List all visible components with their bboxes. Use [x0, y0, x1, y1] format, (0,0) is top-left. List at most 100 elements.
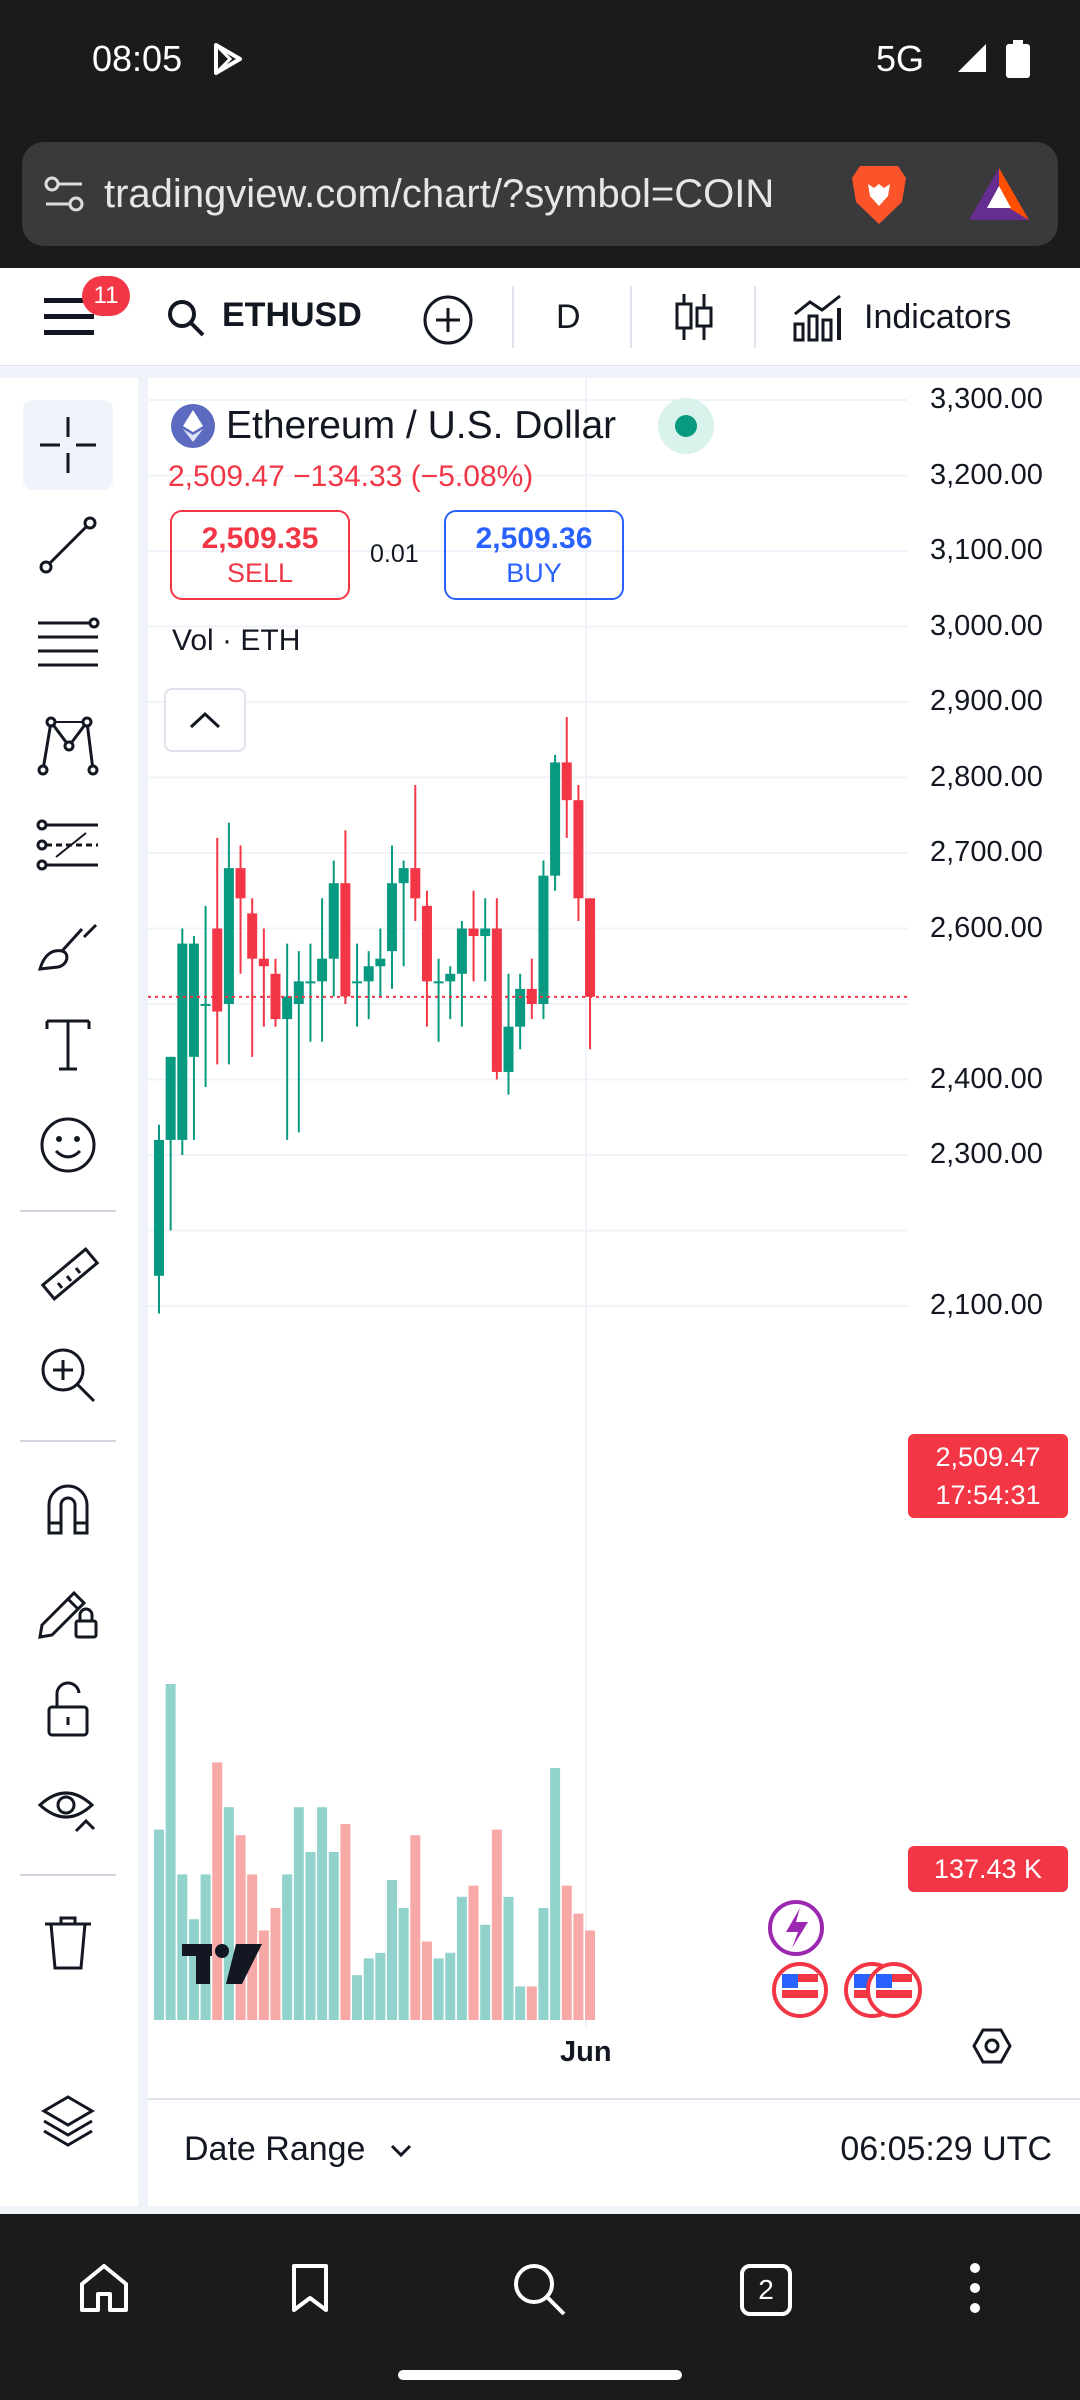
address-bar[interactable]: tradingview.com/chart/?symbol=COIN: [22, 142, 1058, 246]
sell-label: SELL: [226, 558, 294, 588]
volume-legend[interactable]: Vol · ETH: [172, 624, 301, 657]
bookmark-icon[interactable]: [290, 2262, 330, 2319]
candle-body: [433, 981, 444, 984]
volume-bar: [154, 1829, 164, 2020]
collapse-legend-button[interactable]: [164, 688, 246, 752]
toolbar-gap: [0, 366, 1080, 378]
volume-bar: [573, 1913, 584, 2020]
volume-bar: [188, 1919, 199, 2020]
volume-tag: 137.43 K: [908, 1846, 1068, 1892]
menu-icon[interactable]: [44, 298, 94, 341]
tradingview-logo[interactable]: [178, 1938, 264, 1988]
price-axis-label: 2,900.00: [930, 685, 1043, 717]
lock-all-tool[interactable]: [23, 1664, 113, 1754]
candle-body: [223, 868, 234, 1004]
volume-bar: [526, 1986, 537, 2020]
lightning-icon: [786, 1908, 808, 1948]
chart-pane[interactable]: Ethereum / U.S. Dollar 2,509.47 −134.33 …: [148, 378, 1080, 2206]
pencil-lock-icon: [38, 1590, 98, 1639]
remove-drawings-tool[interactable]: [23, 1898, 113, 1988]
buy-price: 2,509.36: [475, 522, 593, 555]
volume-bar: [387, 1880, 397, 2020]
price-axis-label: 2,100.00: [930, 1289, 1043, 1321]
crosshair-tool[interactable]: [23, 400, 113, 490]
volume-bar: [515, 1986, 526, 2020]
volume-bar: [550, 1768, 561, 2020]
hide-drawings-tool[interactable]: [23, 1764, 113, 1854]
volume-bar: [258, 1930, 269, 2020]
indicators-button[interactable]: Indicators: [864, 298, 1012, 336]
candle-body: [212, 928, 223, 1012]
candlestick-chart[interactable]: [148, 378, 1080, 2098]
trend-line-icon: [39, 516, 97, 574]
sell-button[interactable]: 2,509.35 SELL: [170, 510, 350, 600]
trend-line-tool[interactable]: [23, 500, 113, 590]
volume-bar: [340, 1824, 351, 2020]
zoom-in-tool[interactable]: [23, 1330, 113, 1420]
symbol-search-button[interactable]: ETHUSD: [222, 296, 362, 334]
volume-bar: [212, 1762, 223, 2020]
utc-clock[interactable]: 06:05:29 UTC: [840, 2130, 1052, 2168]
indicators-icon[interactable]: [792, 292, 842, 347]
text-icon: [45, 1019, 91, 1071]
candle-body: [317, 958, 328, 982]
gesture-handle[interactable]: [398, 2370, 682, 2380]
last-price-tag: 2,509.47 17:54:31: [908, 1434, 1068, 1518]
search-icon[interactable]: [512, 2262, 568, 2323]
network-type: 5G: [875, 38, 924, 79]
text-tool[interactable]: [23, 1000, 113, 1090]
volume-bar: [317, 1807, 328, 2020]
eye-icon: [37, 1791, 96, 1833]
measure-tool[interactable]: [23, 1230, 113, 1320]
volume-bar: [282, 1874, 293, 2020]
toolbar-divider: [20, 1210, 116, 1212]
flag-canton: [854, 1974, 870, 1988]
chart-type-icon[interactable]: [672, 292, 716, 347]
url-text[interactable]: tradingview.com/chart/?symbol=COIN: [104, 172, 775, 216]
candle-body: [154, 1139, 164, 1276]
buy-button[interactable]: 2,509.36 BUY: [444, 510, 624, 600]
volume-bar: [305, 1852, 316, 2020]
time-axis-label: Jun: [560, 2036, 612, 2068]
price-axis-label: 2,600.00: [930, 911, 1043, 944]
trash-icon: [45, 1916, 91, 1970]
candle-body: [573, 800, 584, 899]
candle-body: [468, 928, 479, 937]
browser-nav-bar: 2: [0, 2214, 1080, 2400]
chevron-down-icon[interactable]: [390, 2144, 412, 2163]
icon-tool[interactable]: [23, 1100, 113, 1190]
fib-retracement-tool[interactable]: [23, 600, 113, 690]
forecast-tool[interactable]: [23, 800, 113, 890]
home-icon[interactable]: [78, 2262, 130, 2319]
magnet-tool[interactable]: [23, 1464, 113, 1554]
lock-drawing-tool[interactable]: [23, 1564, 113, 1654]
candle-body: [235, 868, 246, 899]
flag-stripe: [782, 1990, 818, 1998]
toolbar-divider: [630, 286, 632, 348]
object-tree-tool[interactable]: [23, 2076, 113, 2166]
play-store-icon: [210, 42, 244, 81]
brave-rewards-icon[interactable]: [967, 166, 1031, 227]
price-axis-label: 3,200.00: [930, 458, 1043, 491]
candle-body: [328, 883, 339, 959]
site-settings-icon[interactable]: [44, 176, 84, 217]
candle-body: [491, 928, 502, 1072]
brave-shields-icon[interactable]: [850, 162, 908, 231]
tab-switcher-button[interactable]: 2: [740, 2264, 792, 2316]
candle-body: [561, 762, 572, 801]
search-icon[interactable]: [166, 298, 206, 343]
magnet-icon: [47, 1484, 89, 1535]
more-options-icon[interactable]: [968, 2262, 982, 2319]
date-range-button[interactable]: Date Range: [184, 2130, 366, 2168]
pattern-tool[interactable]: [23, 700, 113, 790]
candle-body: [515, 988, 526, 1027]
price-axis-label: 2,300.00: [930, 1138, 1043, 1170]
drawing-toolbar: [0, 378, 138, 2206]
volume-bar: [165, 1684, 176, 2020]
brush-tool[interactable]: [23, 900, 113, 990]
chart-settings-icon[interactable]: [972, 2026, 1012, 2071]
market-open-icon: [658, 398, 715, 454]
compare-symbol-icon[interactable]: [422, 294, 474, 351]
flag-stripe: [876, 1974, 912, 1982]
interval-button[interactable]: D: [556, 298, 581, 336]
